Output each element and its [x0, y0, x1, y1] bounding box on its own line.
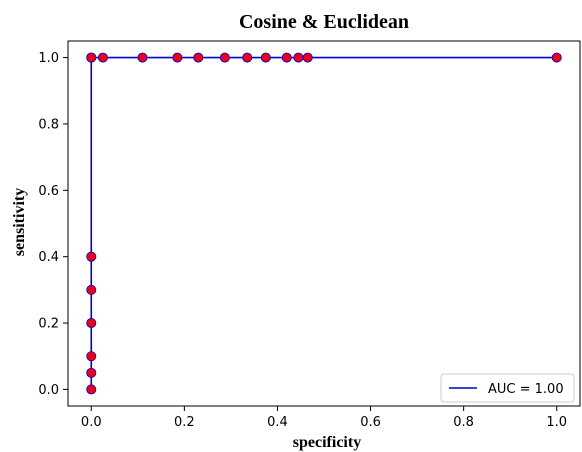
data-point [86, 251, 97, 262]
y-tick-label: 0.6 [38, 184, 59, 199]
y-tick-label: 0.0 [38, 383, 59, 398]
y-tick-label: 0.2 [38, 317, 59, 332]
x-tick-label: 0.0 [81, 415, 102, 430]
data-point [86, 367, 97, 378]
y-axis-label: sensitivity [11, 188, 28, 256]
x-tick-label: 0.2 [174, 415, 195, 430]
series-line [90, 56, 557, 390]
data-point [302, 52, 313, 63]
data-point [260, 52, 271, 63]
y-axis-ticks: 0.0 0.2 0.4 0.6 0.8 1.0 [38, 51, 68, 398]
data-point [219, 52, 230, 63]
x-axis-ticks: 0.0 0.2 0.4 0.6 0.8 1.0 [81, 406, 567, 430]
data-point [242, 52, 253, 63]
x-tick-label: 0.6 [360, 415, 381, 430]
x-axis-label: specificity [293, 434, 361, 451]
data-point [137, 52, 148, 63]
data-point [97, 52, 108, 63]
data-point [86, 52, 97, 63]
x-tick-label: 0.4 [267, 415, 288, 430]
y-tick-label: 1.0 [38, 51, 59, 66]
data-point [86, 284, 97, 295]
data-point [551, 52, 562, 63]
plot-frame [67, 40, 581, 407]
y-tick-label: 0.4 [38, 250, 59, 265]
data-point [293, 52, 304, 63]
y-tick-label: 0.8 [38, 117, 59, 132]
plot-area [67, 40, 581, 407]
data-point [172, 52, 183, 63]
data-point [86, 351, 97, 362]
x-tick-label: 0.8 [453, 415, 474, 430]
data-point [193, 52, 204, 63]
legend-box [440, 373, 575, 403]
data-point [281, 52, 292, 63]
legend: AUC = 1.00 [440, 373, 575, 403]
data-point [86, 318, 97, 329]
legend-entry-label: AUC = 1.00 [488, 382, 564, 397]
data-point [86, 384, 97, 395]
x-tick-label: 1.0 [546, 415, 567, 430]
chart-title: Cosine & Euclidean [239, 11, 409, 33]
